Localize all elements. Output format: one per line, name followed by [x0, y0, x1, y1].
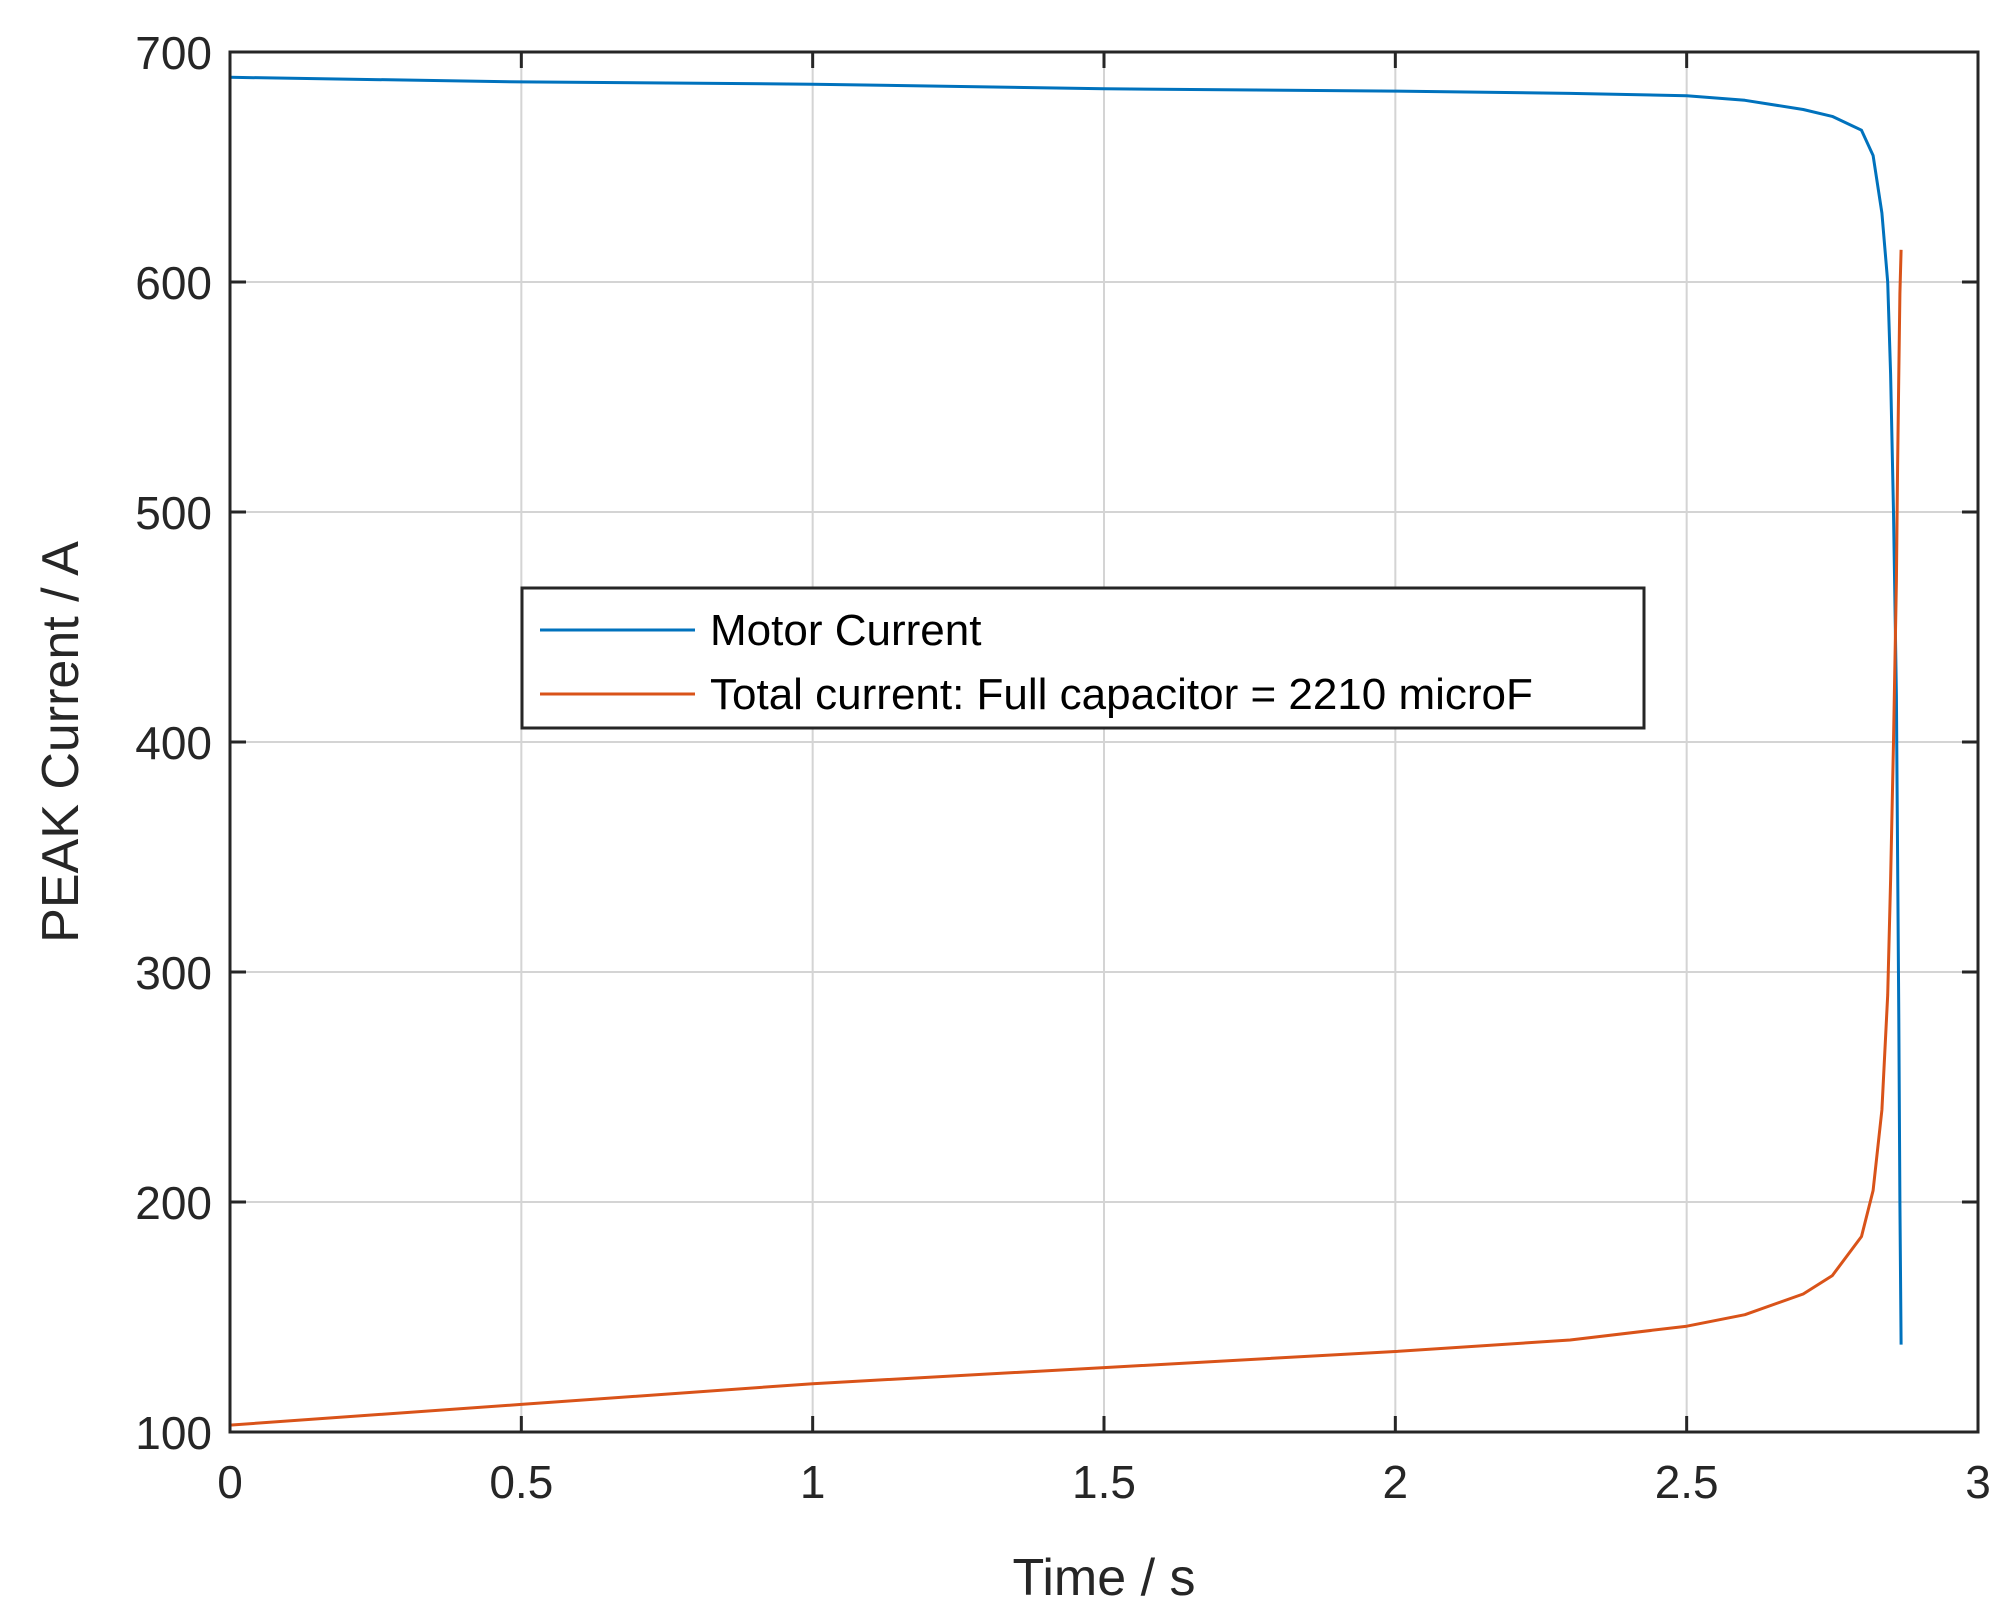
- series-line-total-current: [229, 249, 1903, 1427]
- y-tick-labels: 100 200 300 400 500 600 700: [135, 27, 212, 1459]
- x-tick-label: 2: [1383, 1456, 1409, 1508]
- x-tick-label: 1.5: [1072, 1456, 1136, 1508]
- y-tick-label: 100: [135, 1407, 212, 1459]
- x-tick-label: 2.5: [1655, 1456, 1719, 1508]
- x-tick-label: 1: [800, 1456, 826, 1508]
- tick-marks: [228, 50, 1980, 1434]
- y-tick-label: 600: [135, 257, 212, 309]
- series-layer: [229, 75, 1903, 1427]
- y-tick-label: 400: [135, 717, 212, 769]
- y-tick-label: 300: [135, 947, 212, 999]
- y-tick-label: 500: [135, 487, 212, 539]
- legend-entry-motor-current: Motor Current: [710, 606, 981, 655]
- grid: [229, 51, 1979, 1433]
- x-tick-label: 0.5: [489, 1456, 553, 1508]
- x-tick-label: 3: [1965, 1456, 1991, 1508]
- x-axis-label: Time / s: [1013, 1549, 1196, 1607]
- x-tick-labels: 0 0.5 1 1.5 2 2.5 3: [217, 1456, 1991, 1508]
- y-tick-label: 200: [135, 1177, 212, 1229]
- x-tick-label: 0: [217, 1456, 243, 1508]
- legend-box: [520, 586, 1646, 730]
- legend: Motor Current Total current: Full capaci…: [520, 586, 1646, 730]
- series-line-motor-current: [229, 75, 1903, 1345]
- legend-entry-total-current: Total current: Full capacitor = 2210 mic…: [710, 670, 1533, 719]
- y-axis-label: PEAK Current / A: [32, 541, 90, 943]
- y-tick-label: 700: [135, 27, 212, 79]
